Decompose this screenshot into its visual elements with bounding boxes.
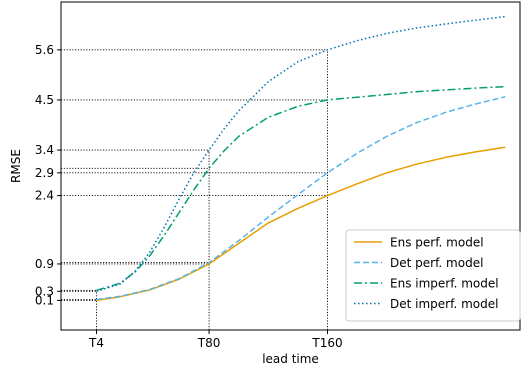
series-line-2: [96, 96, 506, 301]
legend-label: Det imperf. model: [390, 297, 498, 311]
y-tick-label: 3.4: [35, 143, 54, 157]
y-tick-label: 2.4: [35, 189, 54, 203]
x-axis-ticks: T4 T80 T160: [88, 330, 343, 350]
y-axis-ticks: 0.10.3 0.9 2.4 2.9 3.4 4.5 5.6: [35, 43, 61, 307]
y-tick-label: 2.9: [35, 166, 54, 180]
series-line-3: [96, 85, 506, 292]
x-axis-label: lead time: [262, 352, 319, 366]
legend: Ens perf. model Det perf. model Ens imperf…: [345, 229, 521, 322]
legend-label: Ens perf. model: [390, 236, 484, 250]
y-axis-label: RMSE: [9, 149, 23, 183]
y-tick-label: 4.5: [35, 93, 54, 107]
series-lines: [96, 15, 506, 302]
x-tick-label: T160: [311, 336, 342, 350]
reference-lines: [61, 49, 328, 330]
y-tick-label: 0.1: [35, 293, 54, 307]
plot-area-frame: [60, 1, 521, 331]
legend-box: [345, 229, 521, 322]
y-tick-label: 0.3: [35, 284, 54, 298]
legend-label: Det perf. model: [390, 256, 483, 270]
series-line-4: [96, 15, 506, 293]
x-tick-label: T4: [88, 336, 104, 350]
y-tick-label: 0.9: [35, 257, 54, 271]
y-tick-label: 5.6: [35, 43, 54, 57]
x-tick-label: T80: [197, 336, 221, 350]
legend-label: Ens imperf. model: [390, 277, 499, 291]
